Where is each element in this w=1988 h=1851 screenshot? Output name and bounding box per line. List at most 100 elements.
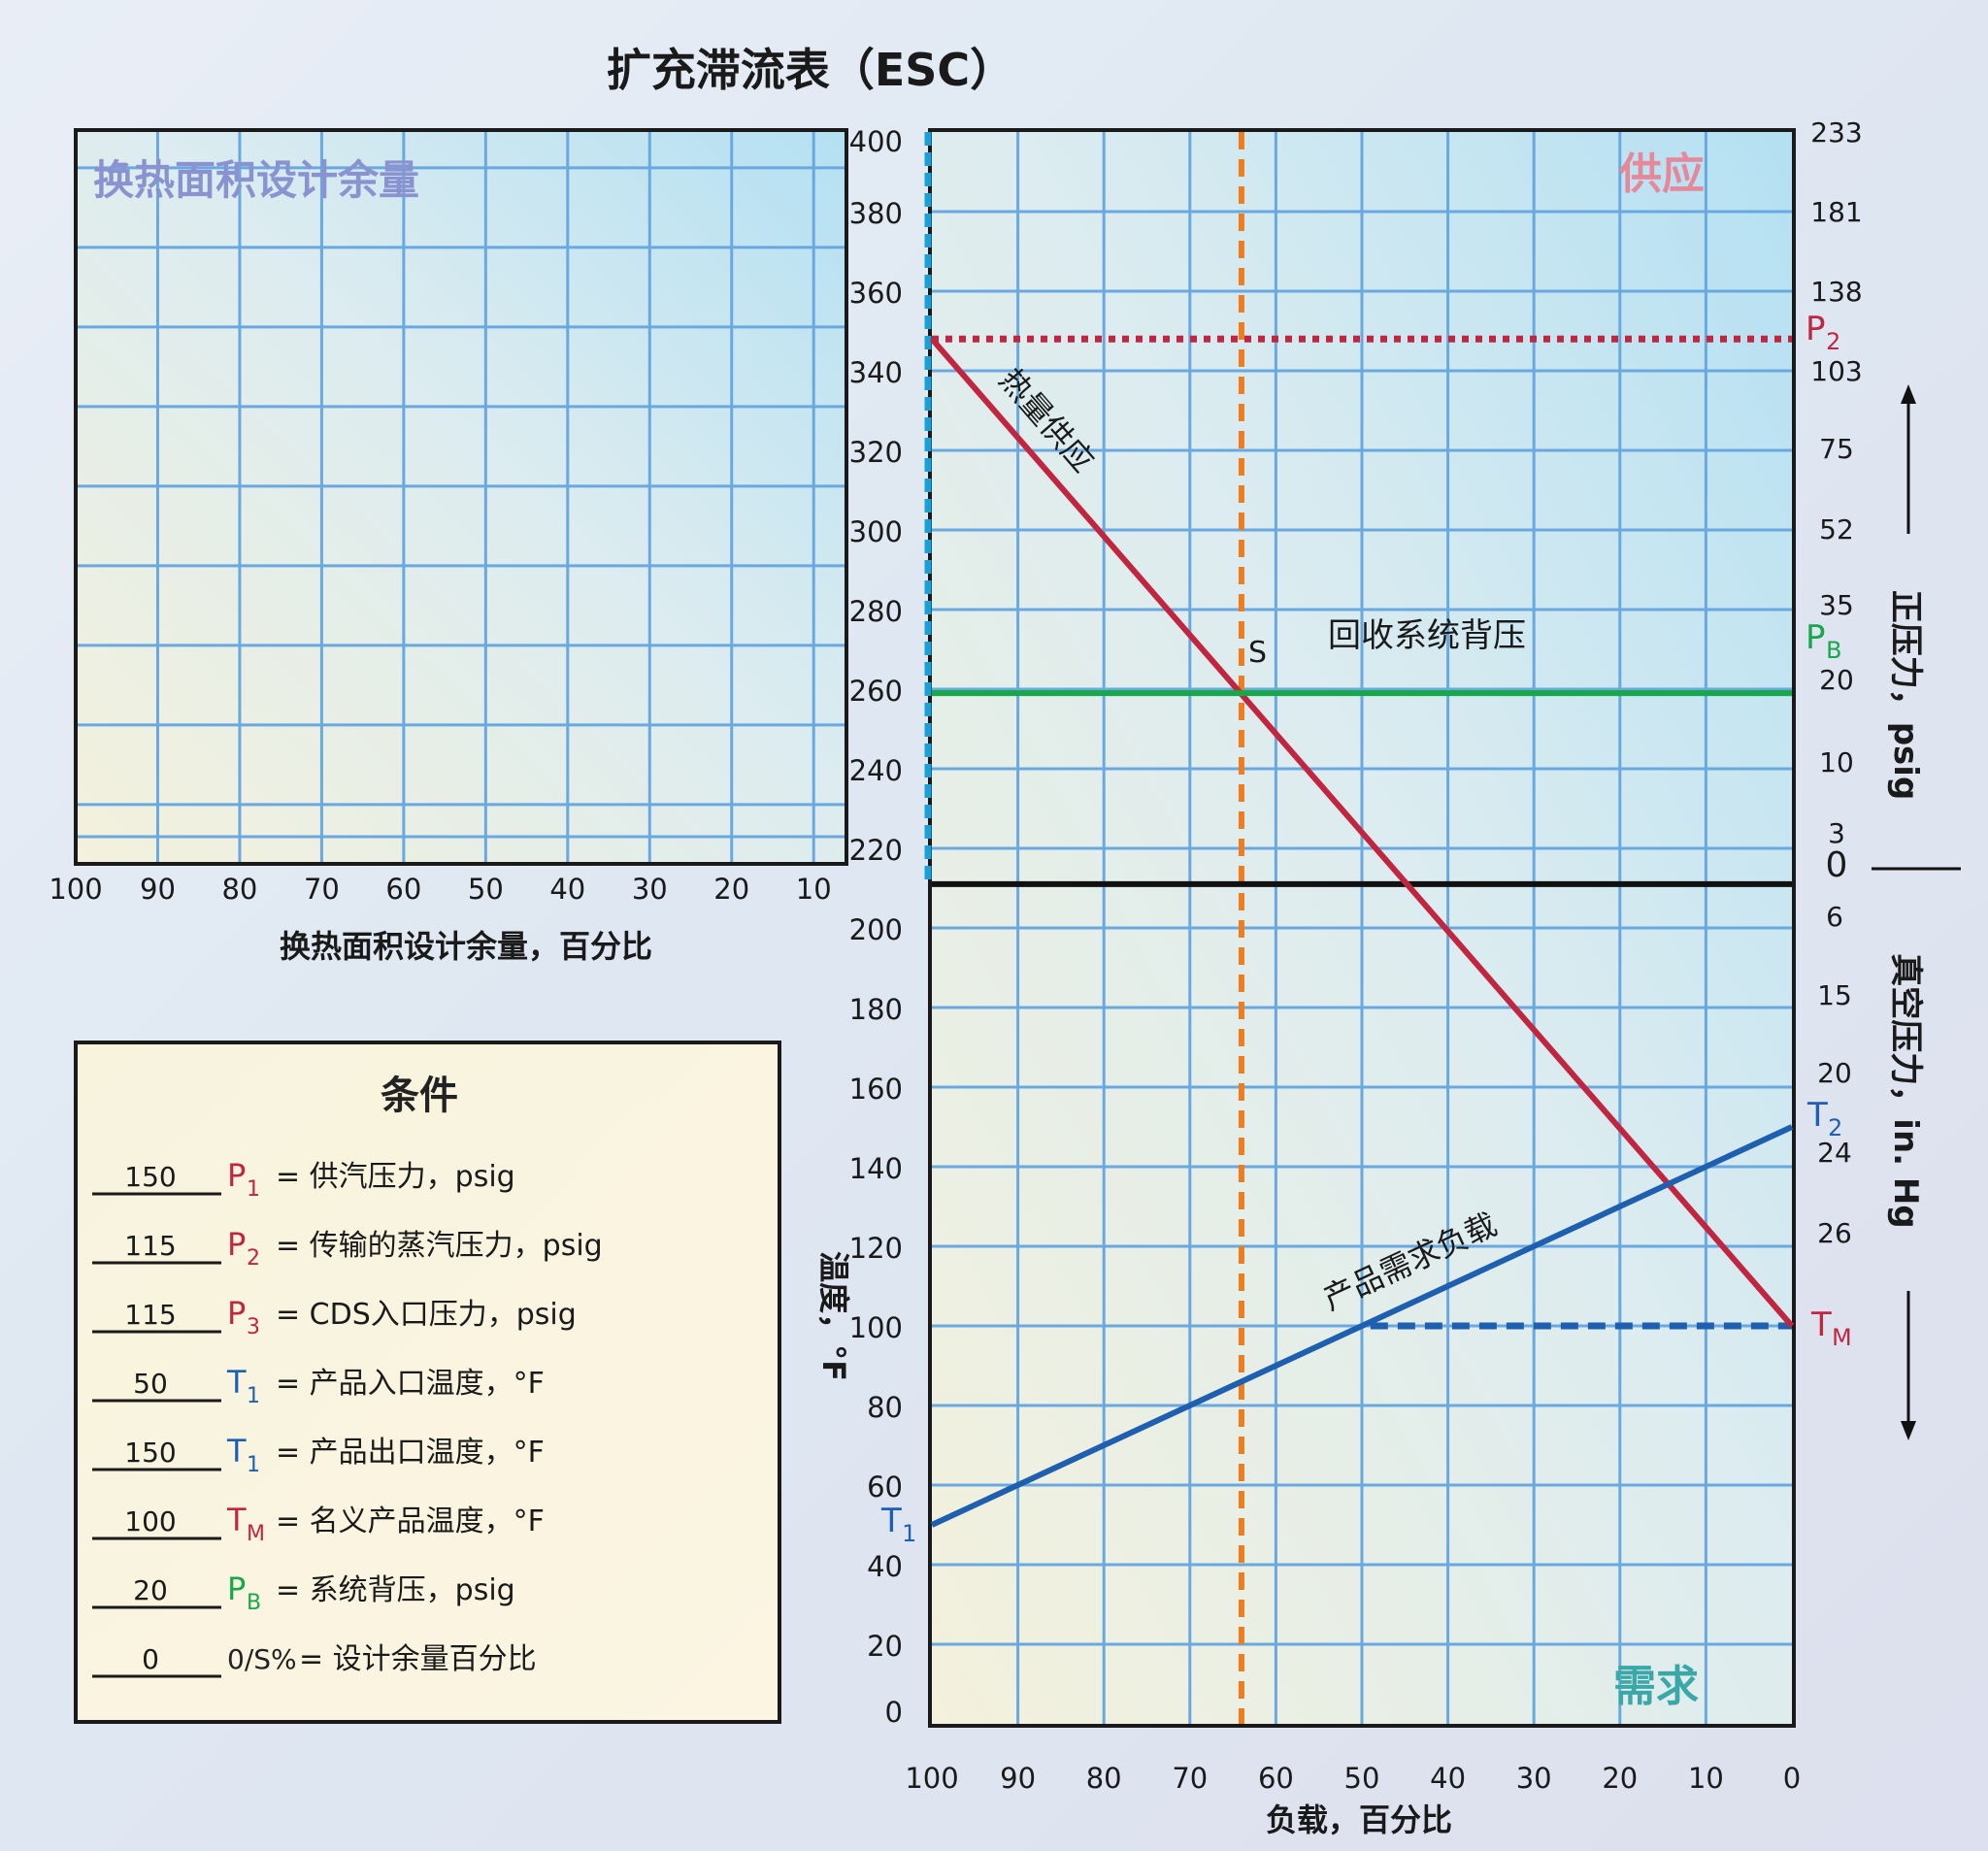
point-label-tm: T [1810,1306,1832,1344]
condition-description: = 传输的蒸汽压力，psig [276,1229,603,1263]
left-y-tick-label: 140 [849,1152,903,1185]
left-y-tick-label: 240 [849,754,903,787]
left-y-tick-label: 280 [849,595,903,628]
up-arrow-icon [1901,384,1916,534]
point-label-pb: P [1806,618,1826,657]
condition-value: 150 [124,1161,176,1193]
area-x-tick-label: 70 [304,873,340,906]
left-y-tick-label: 220 [849,834,903,867]
left-y-axis-label: 温度，°F [815,1251,852,1381]
right-y-tick-label-upper: 233 [1810,116,1862,149]
condition-value: 115 [124,1299,176,1331]
area-panel-title: 换热面积设计余量 [93,156,419,204]
bottom-x-tick-label: 90 [1000,1762,1036,1795]
bottom-x-tick-label: 40 [1430,1762,1466,1795]
left-y-tick-label: 60 [867,1471,903,1504]
x-axis-label: 负载，百分比 [1266,1801,1452,1838]
condition-description: = 产品入口温度，°F [276,1367,545,1401]
right-y-tick-label-lower: 20 [1817,1057,1852,1089]
chart-title: 扩充滞流表（ESC） [607,44,1014,96]
condition-symbol: T [226,1364,247,1401]
condition-symbol-sub: 1 [247,1177,260,1202]
condition-value: 100 [124,1505,176,1537]
area-x-tick-label: 60 [385,873,421,906]
right-y-tick-label-lower: 15 [1817,979,1852,1011]
point-label-p2-sub: 2 [1826,328,1840,355]
right-y-ticks: 03 10 20 35 52 75 103 138 181 233 6 15 20 24 26 [1810,116,1862,1249]
reference-lines [932,132,1792,1724]
conditions-title: 条件 [381,1074,458,1118]
condition-description: = 产品出口温度，°F [276,1436,545,1470]
point-label-t1-sub: 1 [902,1520,916,1547]
left-y-ticks: 0 20 40 60 80 100 120 140 160 180 200 220 240 260 280 3… [849,125,903,1729]
point-label-t1: T [880,1502,902,1540]
bottom-x-tick-label: 80 [1086,1762,1122,1795]
condition-symbol-sub: 3 [247,1315,260,1339]
area-x-tick-label: 20 [713,873,749,906]
right-y-tick-label-upper: 75 [1819,433,1854,465]
area-x-tick-label: 90 [140,873,176,906]
left-y-tick-label: 100 [849,1311,903,1344]
condition-value: 50 [133,1368,168,1400]
left-y-tick-label: 200 [849,913,903,946]
area-x-tick-label: 80 [221,873,257,906]
bottom-x-tick-label: 70 [1172,1762,1208,1795]
condition-symbol: 0/S% [227,1643,297,1675]
right-y-tick-label-upper: 35 [1819,589,1854,621]
bottom-x-tick-label: 20 [1602,1762,1638,1795]
series-lines [929,337,1795,1528]
area-x-label: 换热面积设计余量，百分比 [280,928,652,965]
right-y-tick-label-upper: 20 [1819,664,1854,696]
condition-symbol: T [226,1502,247,1538]
series-label-backpressure: 回收系统背压 [1328,616,1526,655]
point-label-p2: P [1806,310,1826,348]
area-x-tick-label: 100 [49,873,102,906]
left-y-tick-label: 400 [849,125,903,158]
left-y-tick-label: 0 [885,1696,903,1729]
down-arrow-icon [1901,1291,1916,1440]
area-grid [78,132,845,862]
area-x-tick-label: 30 [632,873,668,906]
right-y-tick-label-lower: 24 [1817,1137,1852,1169]
zone-demand-label: 需求 [1613,1662,1699,1711]
condition-symbol: T [226,1433,247,1470]
series-line-2 [930,1124,1794,1528]
right-y-tick-label-upper: 10 [1819,746,1854,778]
point-labels: P 2P BT 2T MT 1S [880,310,1852,1547]
left-y-tick-label: 260 [849,675,903,708]
left-y-tick-label: 380 [849,197,903,230]
right-y-tick-label-upper: 52 [1819,513,1854,545]
point-label-t2: T [1806,1096,1828,1135]
condition-symbol-sub: 1 [247,1453,260,1477]
right-y-tick-label-upper: 181 [1810,196,1862,228]
condition-symbol-sub: M [247,1522,265,1546]
right-y-tick-label-upper: 0 [1826,845,1848,885]
area-x-tick-label: 50 [468,873,504,906]
condition-value: 0 [142,1643,159,1675]
plot-grid [924,132,1792,1724]
left-y-tick-label: 360 [849,277,903,310]
right-y-tick-label-lower: 26 [1817,1217,1852,1249]
series-line-0 [929,337,1795,1328]
condition-description: = CDS入口压力，psig [276,1298,577,1332]
bottom-x-tick-label: 60 [1258,1762,1294,1795]
condition-value: 20 [133,1574,168,1606]
left-y-tick-label: 20 [867,1630,903,1663]
bottom-x-ticks: 100 90 80 70 60 50 40 30 20 10 0 [905,1762,1801,1795]
condition-value: 150 [124,1437,176,1469]
point-label-tm-sub: M [1832,1324,1852,1351]
condition-symbol: P [227,1226,246,1263]
area-panel [74,128,848,866]
condition-symbol-sub: B [247,1591,261,1615]
right-y-tick-label-upper: 138 [1810,276,1862,308]
left-y-tick-label: 120 [849,1232,903,1265]
left-y-tick-label: 320 [849,436,903,469]
condition-description: = 名义产品温度，°F [276,1504,545,1538]
condition-symbol-sub: 2 [247,1246,260,1271]
right-y-tick-label-upper: 3 [1828,817,1845,849]
bottom-x-tick-label: 10 [1688,1762,1724,1795]
left-y-tick-label: 300 [849,515,903,548]
area-x-tick-label: 40 [549,873,585,906]
